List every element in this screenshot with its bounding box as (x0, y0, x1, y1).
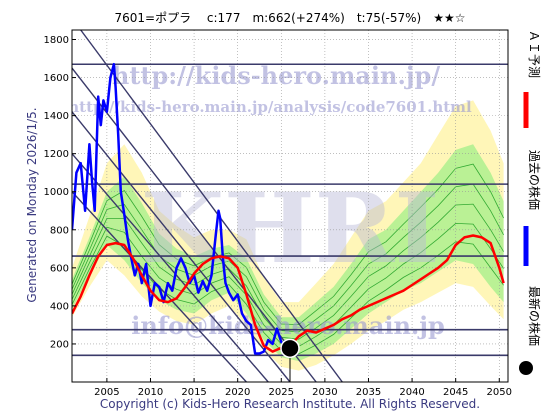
y-tick-label: 1400 (44, 111, 69, 122)
y-tick-label: 1200 (44, 149, 69, 160)
latest-marker-layer (280, 338, 300, 382)
plot-frame (71, 29, 509, 383)
legend-label-ai: ＡＩ予測 (527, 30, 541, 78)
band-line (72, 183, 504, 333)
watermark-layer: KHRI http://kids-hero.main.jp/ http://ki… (68, 61, 472, 340)
y-tick-label: 200 (50, 339, 69, 350)
x-tick-label: 2020 (225, 387, 250, 398)
x-tick-label: 2050 (487, 387, 512, 398)
band-line (72, 203, 504, 340)
band-inner (72, 144, 504, 362)
y-tick-label: 600 (50, 263, 69, 274)
watermark-url-analysis: http://kids-hero.main.jp/analysis/code76… (68, 98, 472, 116)
copyright-footer: Copyright (c) Kids-Hero Research Institu… (100, 397, 480, 411)
x-tick-label: 2025 (269, 387, 294, 398)
diagonal-line (72, 153, 269, 382)
y-axis-ticks: 200 400 600 800 1000 1200 1400 1600 1800 (44, 35, 76, 350)
latest-price-marker (280, 338, 300, 359)
watermark-logo: KHRI (141, 172, 440, 285)
x-tick-label: 2010 (138, 387, 163, 398)
x-tick-label: 2005 (94, 387, 119, 398)
chart-title: 7601=ポプラ c:177 m:662(+274%) t:75(-57%) ★… (115, 11, 466, 25)
diagonal-line (80, 30, 343, 382)
legend-label-past: 過去の株価 (527, 150, 542, 210)
watermark-email: info@kids-hero.main.jp (131, 311, 445, 340)
y-tick-label: 1000 (44, 187, 69, 198)
legend-swatch-latest (519, 361, 533, 375)
x-tick-label: 2035 (356, 387, 381, 398)
x-axis-ticks: 2005 2010 2015 2020 2025 2030 2035 2040 2045 2050 (94, 378, 512, 398)
x-tick-label: 2045 (443, 387, 468, 398)
legend-label-latest: 最新の株価 (527, 286, 542, 346)
series-past-price (72, 62, 291, 355)
band-line (72, 163, 504, 326)
y-tick-label: 1800 (44, 35, 69, 46)
x-tick-label: 2030 (312, 387, 337, 398)
y-tick-label: 400 (50, 301, 69, 312)
watermark-url-main: http://kids-hero.main.jp/ (112, 61, 440, 90)
y-tick-label: 1600 (44, 73, 69, 84)
generated-note: Generated on Monday 2026/1/5. (25, 107, 39, 302)
x-tick-label: 2015 (181, 387, 206, 398)
x-tick-label: 2040 (399, 387, 424, 398)
y-tick-label: 800 (50, 225, 69, 236)
